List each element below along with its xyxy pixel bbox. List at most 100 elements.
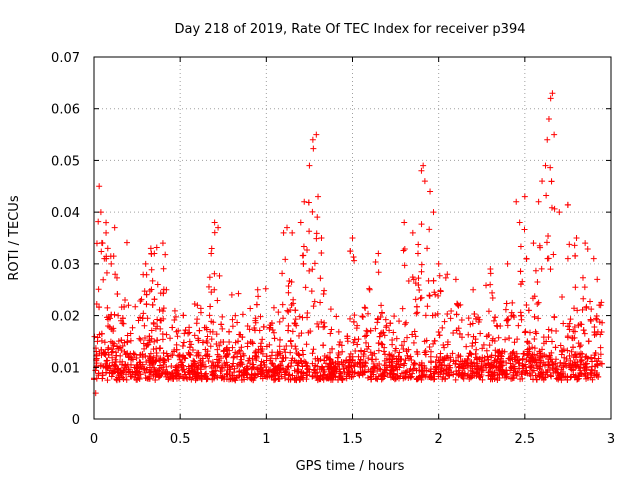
- data-point: [219, 313, 226, 320]
- data-point: [376, 360, 383, 367]
- data-point: [208, 336, 215, 343]
- data-point: [559, 348, 566, 355]
- data-point: [147, 245, 154, 252]
- data-point: [234, 363, 241, 370]
- data-point: [410, 339, 417, 346]
- data-point: [502, 336, 509, 343]
- data-point: [349, 368, 356, 375]
- data-point: [258, 347, 265, 354]
- data-point: [105, 351, 112, 358]
- data-point: [534, 301, 541, 308]
- data-point: [152, 358, 159, 365]
- data-point: [386, 356, 393, 363]
- data-point: [214, 363, 221, 370]
- data-point: [309, 208, 316, 215]
- data-point: [591, 355, 598, 362]
- data-point: [157, 325, 164, 332]
- data-point: [403, 319, 410, 326]
- data-point: [532, 372, 539, 379]
- data-point: [560, 320, 567, 327]
- data-point: [269, 372, 276, 379]
- data-point: [127, 330, 134, 337]
- data-point: [94, 338, 101, 345]
- data-point: [104, 304, 111, 311]
- data-point: [223, 345, 230, 352]
- data-point: [570, 344, 577, 351]
- data-point: [422, 351, 429, 358]
- data-point: [207, 303, 214, 310]
- data-point: [510, 312, 517, 319]
- data-point: [382, 367, 389, 374]
- data-point: [429, 312, 436, 319]
- data-point: [359, 313, 366, 320]
- data-point: [266, 324, 273, 331]
- data-point: [447, 315, 454, 322]
- data-point: [204, 333, 211, 340]
- data-point: [105, 344, 112, 351]
- data-point: [124, 332, 131, 339]
- data-point: [577, 367, 584, 374]
- data-point: [463, 343, 470, 350]
- data-point: [235, 290, 242, 297]
- data-point: [441, 318, 448, 325]
- data-point: [347, 362, 354, 369]
- data-point: [282, 375, 289, 382]
- data-point: [435, 260, 442, 267]
- data-point: [487, 281, 494, 288]
- data-point: [338, 358, 345, 365]
- data-point: [389, 336, 396, 343]
- data-point: [338, 370, 345, 377]
- data-point: [249, 339, 256, 346]
- data-point: [434, 310, 441, 317]
- data-point: [522, 361, 529, 368]
- data-point: [367, 327, 374, 334]
- data-point: [469, 342, 476, 349]
- data-point: [548, 327, 555, 334]
- data-point: [437, 368, 444, 375]
- data-point: [445, 362, 452, 369]
- data-point: [426, 226, 433, 233]
- data-point: [361, 304, 368, 311]
- data-point: [245, 357, 252, 364]
- data-point: [324, 354, 331, 361]
- data-point: [159, 308, 166, 315]
- data-point: [517, 281, 524, 288]
- data-point: [289, 372, 296, 379]
- data-point: [186, 324, 193, 331]
- data-point: [321, 287, 328, 294]
- data-point: [93, 360, 100, 367]
- data-point: [311, 369, 318, 376]
- data-point: [439, 324, 446, 331]
- data-point: [538, 369, 545, 376]
- data-point: [535, 198, 542, 205]
- data-point: [319, 364, 326, 371]
- data-point: [143, 342, 150, 349]
- data-point: [219, 374, 226, 381]
- data-point: [257, 313, 264, 320]
- data-point: [452, 276, 459, 283]
- data-point: [215, 224, 222, 231]
- data-point: [347, 315, 354, 322]
- data-point: [285, 289, 292, 296]
- data-point: [250, 364, 257, 371]
- data-point: [238, 356, 245, 363]
- data-point: [337, 339, 344, 346]
- data-point: [369, 365, 376, 372]
- data-point: [380, 348, 387, 355]
- data-point: [536, 373, 543, 380]
- data-point: [104, 365, 111, 372]
- data-point: [374, 376, 381, 383]
- data-point: [366, 286, 373, 293]
- data-point: [375, 340, 382, 347]
- data-point: [222, 353, 229, 360]
- data-point: [444, 310, 451, 317]
- data-point: [412, 333, 419, 340]
- data-point: [391, 313, 398, 320]
- data-point: [282, 354, 289, 361]
- data-point: [313, 230, 320, 237]
- data-point: [411, 328, 418, 335]
- data-point: [110, 253, 117, 260]
- data-point: [392, 345, 399, 352]
- data-point: [361, 333, 368, 340]
- data-point: [542, 162, 549, 169]
